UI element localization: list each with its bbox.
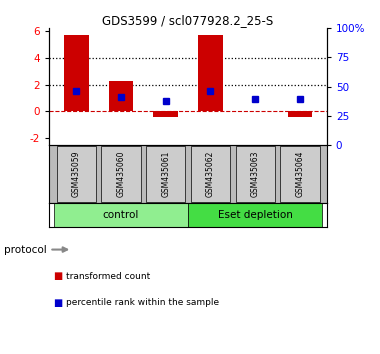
Bar — [57, 146, 96, 202]
Text: GSM435061: GSM435061 — [161, 151, 170, 197]
Text: control: control — [103, 210, 139, 220]
Bar — [154, 112, 178, 117]
Bar — [101, 146, 141, 202]
Text: GSM435060: GSM435060 — [117, 151, 125, 197]
Text: GSM435063: GSM435063 — [251, 151, 260, 197]
Text: transformed count: transformed count — [66, 272, 151, 281]
Bar — [109, 81, 133, 112]
Bar — [236, 146, 275, 202]
Title: GDS3599 / scl077928.2_25-S: GDS3599 / scl077928.2_25-S — [103, 14, 274, 27]
Text: ■: ■ — [53, 271, 62, 281]
Text: GSM435062: GSM435062 — [206, 151, 215, 197]
Bar — [146, 146, 185, 202]
Text: ■: ■ — [53, 298, 62, 308]
Bar — [188, 203, 322, 227]
Text: Eset depletion: Eset depletion — [218, 210, 293, 220]
Bar — [288, 112, 312, 117]
Bar — [191, 146, 230, 202]
Bar — [64, 35, 89, 112]
Text: GSM435064: GSM435064 — [296, 151, 304, 197]
Bar — [280, 146, 320, 202]
Bar — [198, 35, 223, 112]
Text: percentile rank within the sample: percentile rank within the sample — [66, 298, 220, 307]
Text: GSM435059: GSM435059 — [72, 151, 81, 197]
Bar — [54, 203, 188, 227]
Text: protocol: protocol — [4, 245, 46, 255]
